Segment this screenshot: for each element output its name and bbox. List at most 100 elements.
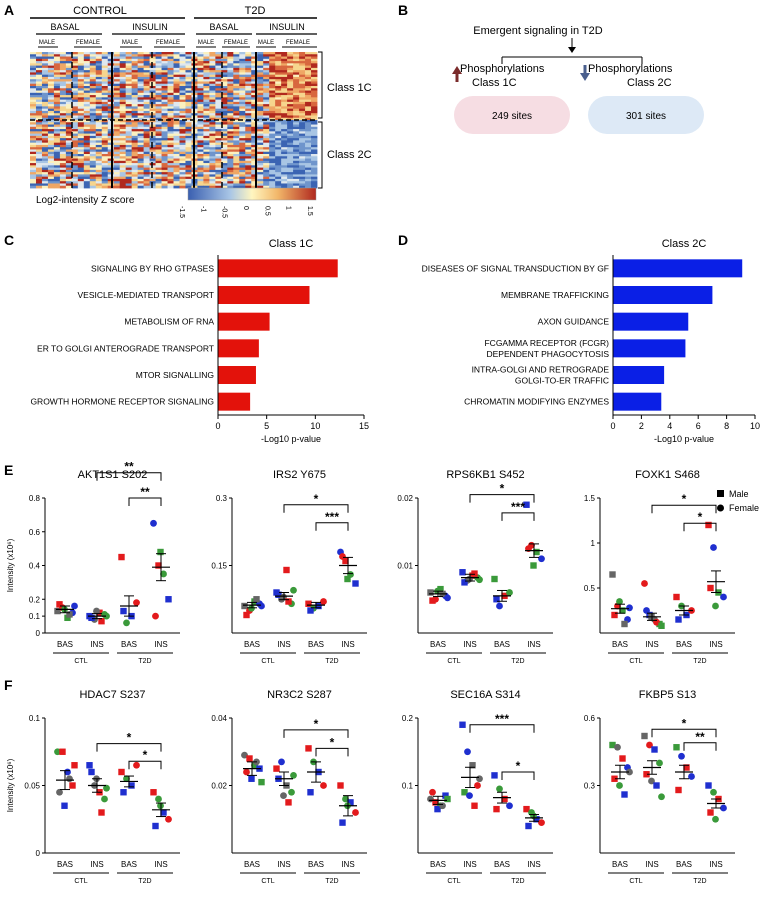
- heatmap-cell: [239, 124, 246, 128]
- heatmap-cell: [65, 106, 73, 110]
- heatmap-cell: [83, 81, 91, 85]
- heatmap-cell: [77, 165, 85, 168]
- heatmap-cell: [311, 86, 318, 89]
- heatmap-cell: [221, 113, 228, 116]
- heatmap-cell: [41, 135, 49, 139]
- heatmap-cell: [47, 63, 55, 66]
- heatmap-cell: [149, 79, 156, 82]
- heatmap-cell: [227, 135, 234, 139]
- heatmap-cell: [107, 122, 115, 125]
- heatmap-cell: [305, 160, 312, 164]
- heatmap-cell: [137, 178, 145, 182]
- heatmap-cell: [209, 185, 216, 189]
- heatmap-cell: [257, 158, 264, 162]
- heatmap-cell: [185, 74, 192, 78]
- heatmap-cell: [185, 110, 192, 114]
- heatmap-cell: [275, 151, 282, 155]
- heatmap-cell: [203, 101, 210, 105]
- heatmap-cell: [149, 135, 156, 139]
- data-point-male: [98, 809, 105, 816]
- heatmap-cell: [155, 122, 162, 125]
- heatmap-cell: [119, 181, 127, 184]
- heatmap-cell: [227, 113, 234, 116]
- data-point-male: [283, 566, 290, 574]
- heatmap-cell: [197, 122, 204, 125]
- heatmap-cell: [179, 65, 186, 69]
- heatmap-cell: [83, 167, 91, 171]
- heatmap-cell: [125, 135, 133, 139]
- heatmap-cell: [203, 113, 210, 116]
- heatmap-cell: [155, 56, 162, 60]
- heatmap-cell: [197, 129, 204, 132]
- heatmap-cell: [311, 83, 318, 87]
- heatmap-cell: [179, 56, 186, 60]
- heatmap-cell: [143, 160, 150, 164]
- heatmap-cell: [155, 185, 162, 189]
- heatmap-cell: [203, 70, 210, 73]
- heatmap-cell: [119, 176, 127, 180]
- heatmap-cell: [203, 181, 210, 184]
- heatmap-cell: [239, 174, 246, 178]
- y-tick-label: 0: [36, 849, 41, 858]
- heatmap-cell: [77, 126, 85, 130]
- bar-category-label: ER TO GOLGI ANTEROGRADE TRANSPORT: [37, 343, 214, 353]
- heatmap-cell: [215, 131, 222, 134]
- heatmap-cell: [293, 52, 300, 55]
- heatmap-cell: [53, 124, 61, 128]
- heatmap-cell: [41, 126, 49, 130]
- significance-bracket: [128, 497, 162, 506]
- heatmap-cell: [113, 83, 121, 87]
- data-point-female: [506, 589, 513, 596]
- heatmap-cell: [215, 99, 222, 103]
- heatmap-cell: [269, 183, 276, 187]
- heatmap-cell: [101, 147, 109, 150]
- heatmap-cell: [215, 140, 222, 144]
- heatmap-cell: [293, 144, 300, 148]
- significance-label: *: [500, 482, 505, 496]
- heatmap-cell: [233, 106, 240, 110]
- heatmap-cell: [161, 65, 168, 69]
- data-point-male: [461, 789, 468, 796]
- heatmap-cell: [137, 81, 145, 85]
- heatmap-cell: [179, 133, 186, 137]
- significance-label: *: [682, 492, 687, 506]
- heatmap-cell: [185, 183, 192, 187]
- y-tick-label: 0.2: [29, 595, 41, 604]
- heatmap-cell: [83, 110, 91, 114]
- heatmap-cell: [197, 163, 204, 166]
- heatmap-cell: [251, 142, 258, 146]
- heatmap-cell: [47, 163, 55, 166]
- data-point-male: [523, 501, 530, 508]
- heatmap-cell: [221, 144, 228, 148]
- heatmap-cell: [83, 54, 91, 57]
- heatmap-cell: [35, 133, 43, 137]
- scatter-title: NR3C2 S287: [267, 689, 332, 701]
- heatmap-cell: [233, 133, 240, 137]
- heatmap-cell: [89, 138, 97, 141]
- heatmap-cell: [137, 154, 145, 157]
- heatmap-cell: [245, 142, 252, 146]
- heatmap-cell: [245, 163, 252, 166]
- heatmap-cell: [53, 160, 61, 164]
- heatmap-cell: [83, 124, 91, 128]
- heatmap-cell: [185, 61, 192, 64]
- heatmap-cell: [59, 52, 67, 55]
- heatmap-cell: [197, 142, 204, 146]
- heatmap-cell: [113, 92, 121, 96]
- heatmap-cell: [311, 108, 318, 112]
- heatmap-cell: [299, 156, 306, 159]
- heatmap-cell: [35, 158, 43, 162]
- heatmap-cell: [269, 122, 276, 125]
- data-point-male: [705, 521, 712, 529]
- heatmap-cell: [95, 169, 103, 173]
- heatmap-cell: [233, 160, 240, 164]
- heatmap-cell: [95, 58, 103, 62]
- heatmap-cell: [113, 160, 121, 164]
- heatmap-cell: [257, 95, 264, 98]
- heatmap-cell: [269, 110, 276, 114]
- heatmap-cell: [185, 122, 192, 125]
- heatmap-cell: [281, 72, 288, 76]
- heatmap-cell: [293, 54, 300, 57]
